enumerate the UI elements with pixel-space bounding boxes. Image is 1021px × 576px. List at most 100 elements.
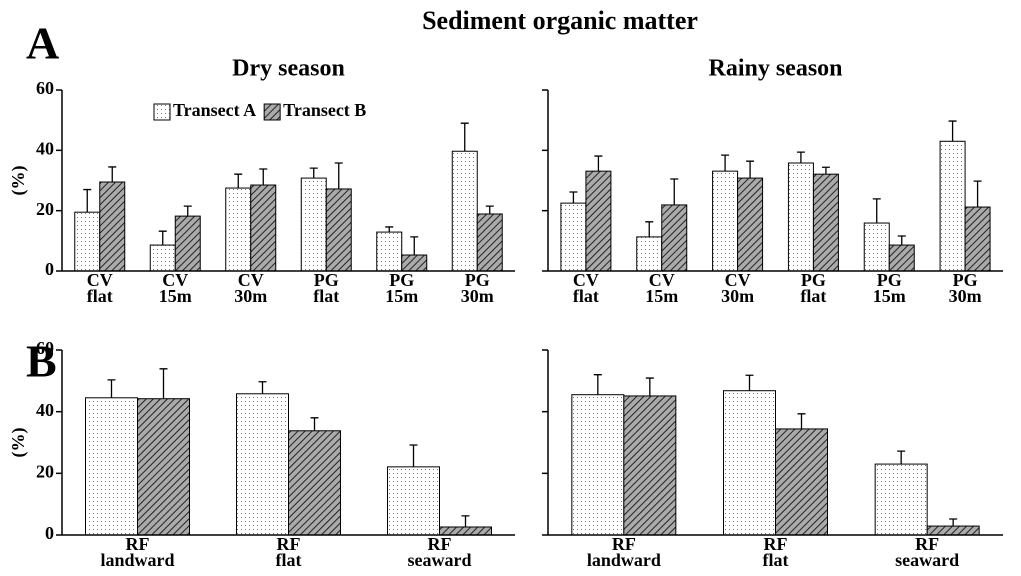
error-bar (593, 374, 602, 395)
x-tick-label: flat (573, 286, 599, 306)
x-tick-label: seaward (408, 550, 472, 570)
error-bar (796, 151, 805, 164)
panel-title: Rainy season (708, 56, 842, 82)
bar (560, 202, 587, 272)
bar (85, 397, 138, 536)
bar (723, 390, 776, 536)
panel-title: Dry season (232, 56, 345, 82)
bar (585, 170, 612, 272)
y-tick-label: 40 (36, 138, 54, 158)
error-bar (410, 236, 419, 256)
error-bar (107, 379, 116, 398)
x-tick-label: RF (428, 534, 452, 554)
x-tick-label: RF (915, 534, 939, 554)
bar (874, 463, 928, 536)
bar (451, 150, 478, 272)
error-bar (569, 191, 578, 204)
bar (439, 526, 492, 536)
error-bar (797, 413, 806, 429)
x-tick-label: 30m (949, 286, 982, 306)
x-tick-label: flat (763, 550, 789, 570)
legend-label: Transect B (283, 100, 366, 120)
panel-label: B (26, 336, 57, 387)
bar (939, 140, 966, 272)
error-bar (258, 381, 267, 394)
error-bar (310, 417, 319, 431)
bar (812, 173, 839, 272)
x-tick-label: CV (725, 270, 751, 290)
error-bar (485, 205, 494, 214)
x-tick-label: landward (100, 550, 174, 570)
y-axis-label: (%) (8, 166, 29, 196)
y-tick-label: 0 (45, 523, 54, 543)
bar (137, 398, 190, 536)
error-bar (83, 188, 92, 213)
y-tick-label: 60 (36, 78, 54, 98)
x-tick-label: PG (801, 270, 826, 290)
y-tick-label: 20 (36, 199, 54, 219)
bar (571, 394, 625, 536)
error-bar (385, 226, 394, 233)
bar (926, 525, 980, 536)
error-bar (948, 120, 957, 142)
x-tick-label: 15m (645, 286, 678, 306)
figure-title: Sediment organic matter (422, 6, 698, 35)
bar (775, 428, 828, 536)
panel-label: A (26, 18, 59, 69)
legend-swatch (263, 103, 281, 121)
error-bar (897, 450, 906, 465)
error-bar (645, 377, 654, 396)
bar (236, 393, 289, 536)
error-bar (821, 166, 830, 175)
bar (737, 177, 764, 272)
error-bar (973, 180, 982, 208)
x-tick-label: 30m (461, 286, 494, 306)
error-bar (594, 155, 603, 172)
error-bar (670, 178, 679, 205)
bar (661, 204, 688, 272)
x-tick-label: RF (612, 534, 636, 554)
error-bar (872, 198, 881, 224)
bar (636, 236, 663, 272)
x-tick-label: PG (953, 270, 978, 290)
bar (476, 213, 503, 272)
error-bar (108, 166, 117, 183)
bar (964, 206, 991, 272)
x-tick-label: flat (800, 286, 826, 306)
error-bar (183, 205, 192, 217)
x-tick-label: CV (573, 270, 599, 290)
error-bar (334, 162, 343, 189)
error-bar (745, 374, 754, 391)
error-bar (746, 160, 755, 179)
x-tick-label: PG (389, 270, 414, 290)
bar (99, 181, 126, 272)
x-tick-label: flat (276, 550, 302, 570)
bar (712, 170, 739, 272)
bar (225, 187, 252, 272)
x-tick-label: 15m (385, 286, 418, 306)
error-bar (409, 444, 418, 467)
bar (149, 244, 176, 272)
bar (888, 244, 915, 272)
x-tick-label: 30m (721, 286, 754, 306)
bar (300, 177, 327, 272)
y-tick-label: 0 (45, 259, 54, 279)
x-tick-label: CV (162, 270, 188, 290)
error-bar (645, 221, 654, 237)
x-tick-label: seaward (895, 550, 959, 570)
bar (387, 466, 440, 536)
error-bar (309, 167, 318, 179)
x-tick-label: flat (313, 286, 339, 306)
error-bar (949, 518, 958, 527)
bar (623, 395, 677, 536)
x-tick-label: RF (764, 534, 788, 554)
bar (174, 215, 201, 272)
bar (325, 188, 352, 272)
bar (401, 254, 428, 272)
y-tick-label: 40 (36, 400, 54, 420)
x-tick-label: flat (87, 286, 113, 306)
error-bar (259, 168, 268, 186)
x-tick-label: CV (87, 270, 113, 290)
y-axis-label: (%) (8, 428, 29, 458)
